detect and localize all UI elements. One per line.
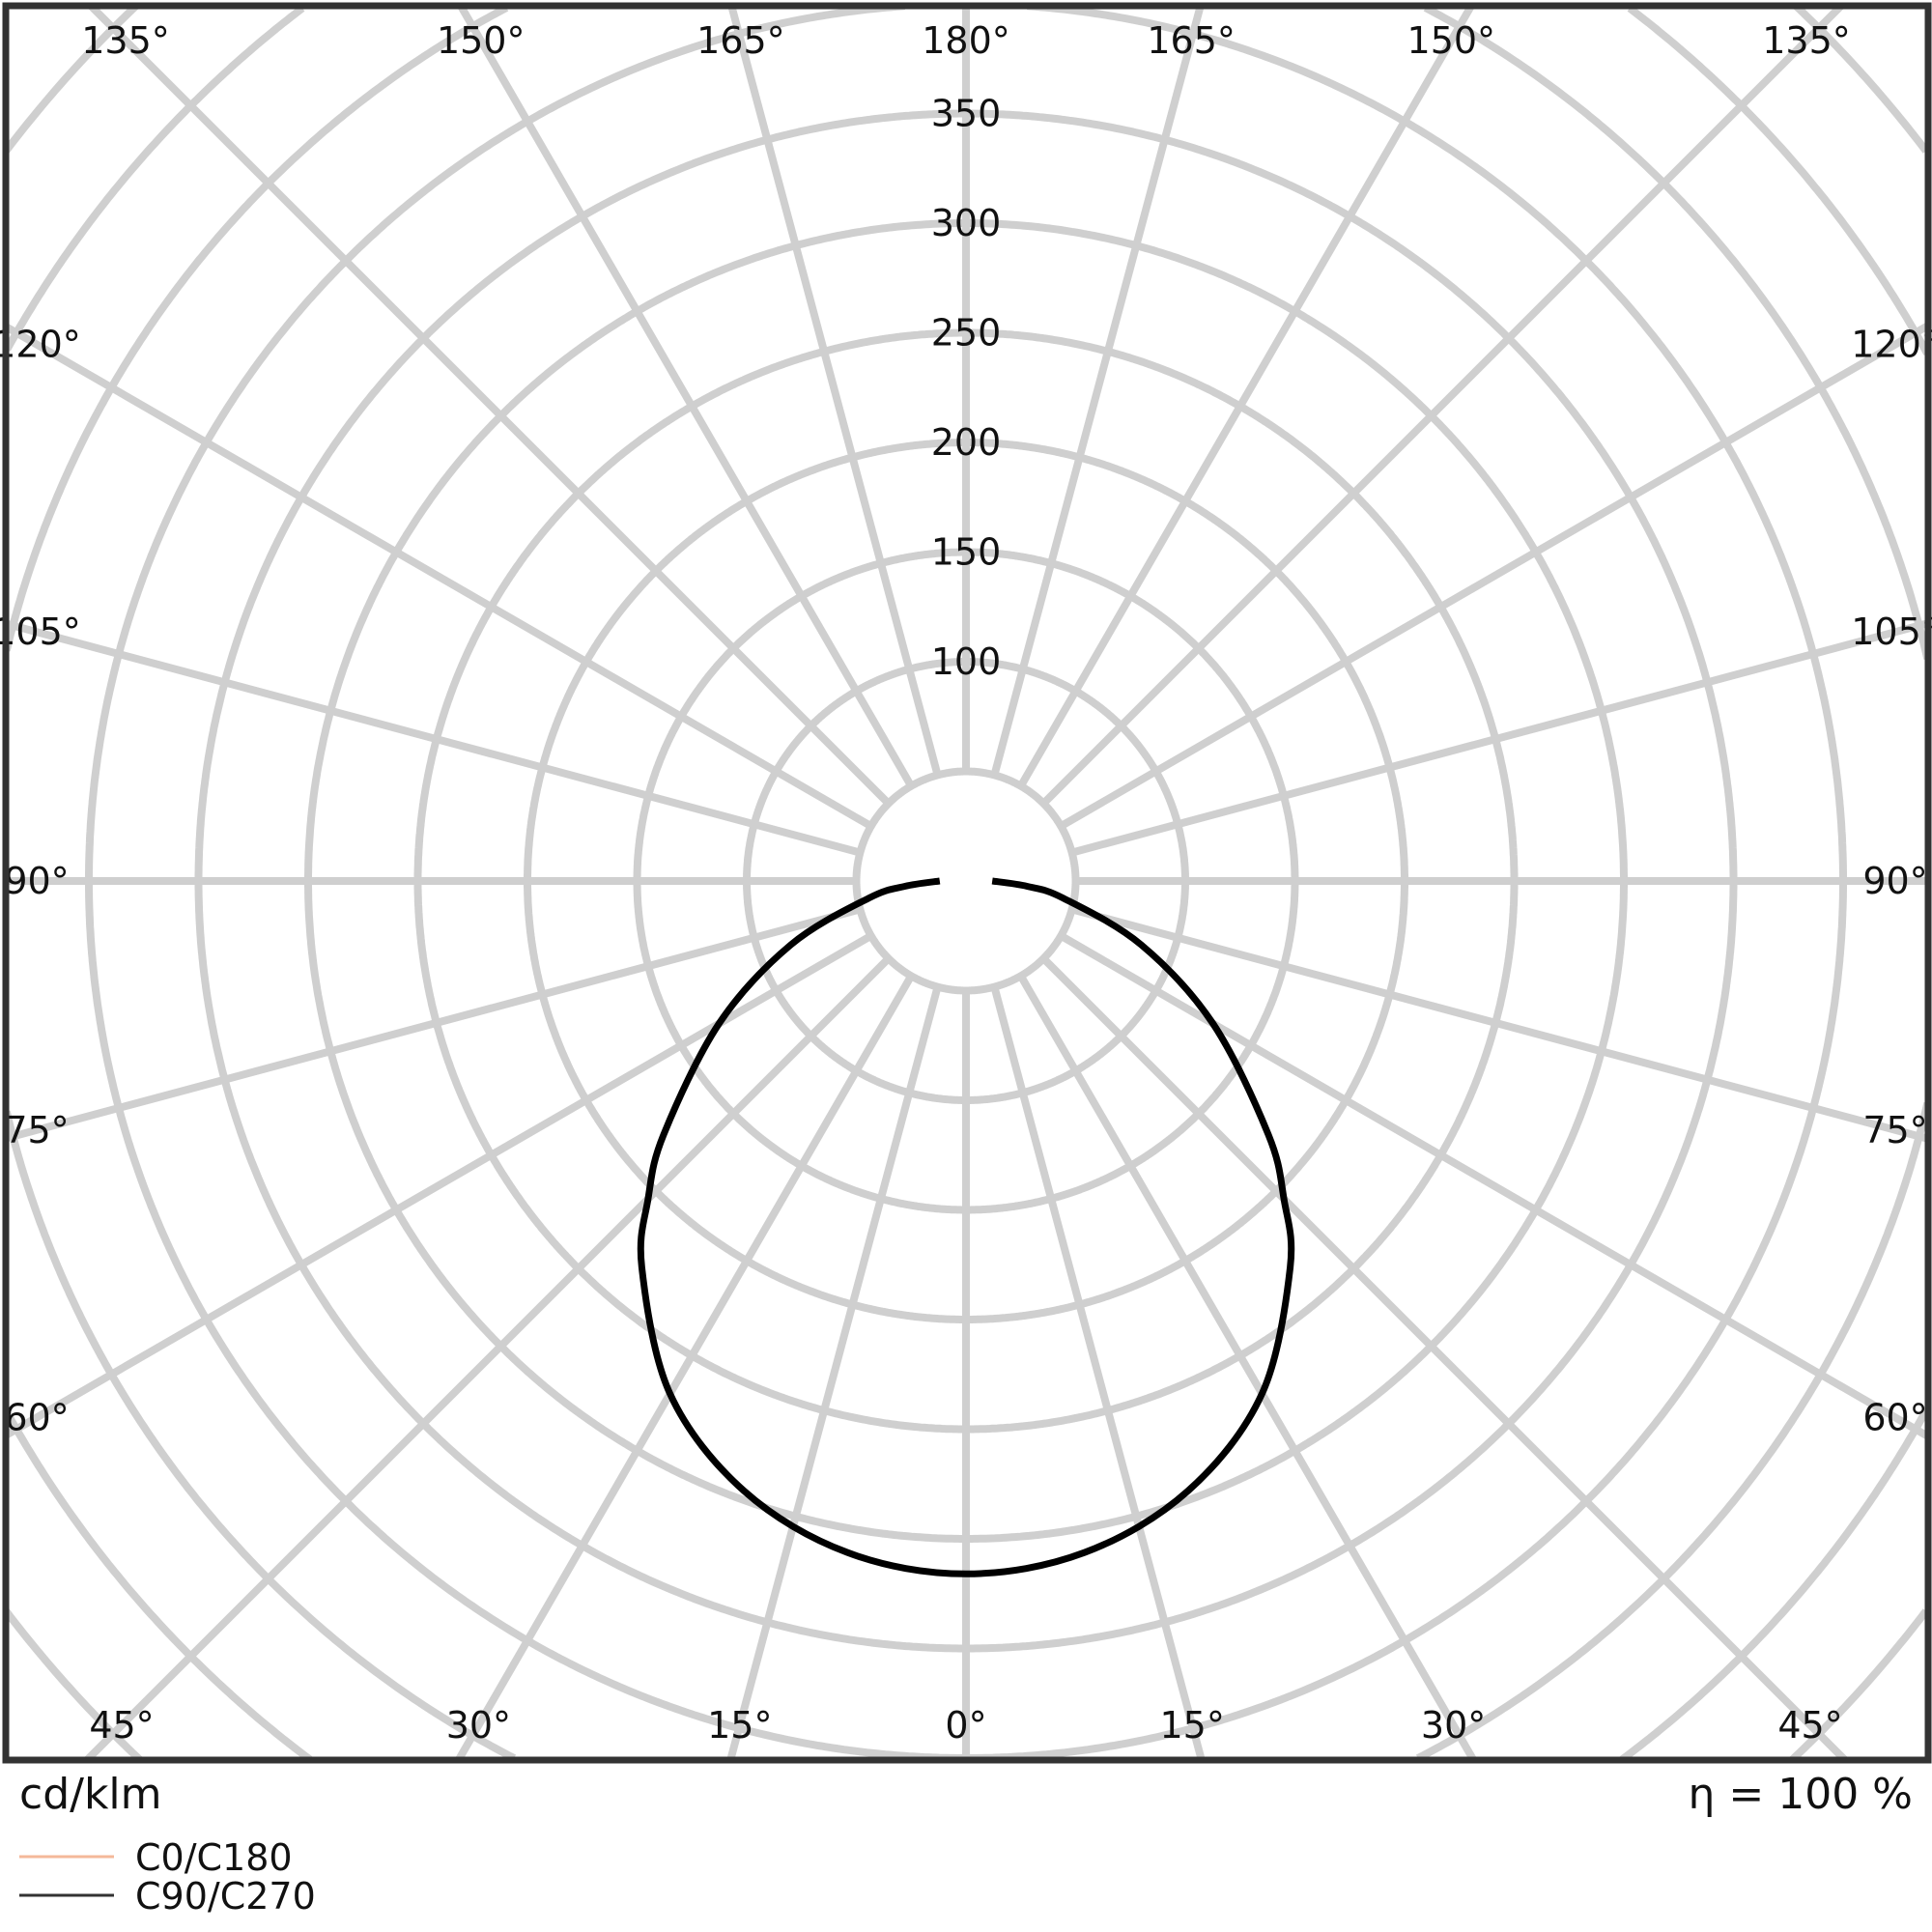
- grid-ray-165: [990, 6, 1205, 777]
- plot-frame: [2, 2, 1932, 1764]
- grid-ray-330: [455, 974, 915, 1760]
- angle-label-bottom: 45°: [89, 1704, 154, 1747]
- grid-ray-210: [457, 6, 915, 788]
- grid-ray-135: [1040, 6, 1844, 807]
- grid-ray-255: [6, 619, 862, 857]
- angle-label-top: 165°: [1147, 19, 1236, 62]
- grid-ray-195: [727, 6, 942, 777]
- curve-c90-c270: [637, 877, 1295, 1577]
- angle-label-bottom: 15°: [707, 1704, 772, 1747]
- grid-ray-120: [1059, 322, 1928, 830]
- unit-label: cd/klm: [19, 1770, 162, 1819]
- legend: C0/C180 C90/C270: [19, 1836, 316, 1918]
- curves: [637, 877, 1295, 1577]
- angle-label-top: 135°: [1762, 19, 1851, 62]
- grid-ray-15: [990, 985, 1206, 1760]
- grid-ray-30: [1017, 974, 1477, 1760]
- angle-label-bottom: 30°: [1421, 1704, 1486, 1747]
- grid-ray-285: [6, 905, 862, 1143]
- angle-label-right: 60°: [1862, 1396, 1927, 1438]
- grid-ray-150: [1017, 6, 1475, 788]
- radial-tick-label: 250: [931, 312, 1002, 355]
- legend-label-c90-c270: C90/C270: [135, 1875, 316, 1918]
- grid-ray-345: [726, 985, 942, 1760]
- grid-ring-450: [6, 6, 1928, 1760]
- angle-label-bottom: 0°: [945, 1704, 986, 1747]
- angle-label-top: 150°: [1407, 19, 1496, 62]
- grid-ray-225: [88, 6, 892, 807]
- grid-ring-50: [852, 767, 1080, 995]
- polar-grid: [6, 6, 1928, 1760]
- angle-label-bottom: 30°: [446, 1704, 511, 1747]
- grid-ring-550: [6, 6, 1928, 1760]
- grid-ray-75: [1070, 905, 1928, 1143]
- angle-label-left: 90°: [4, 860, 69, 902]
- angle-label-left: 120°: [0, 324, 81, 366]
- angle-label-right: 75°: [1862, 1109, 1927, 1151]
- legend-label-c0-c180: C0/C180: [135, 1836, 293, 1879]
- grid-ray-240: [6, 323, 873, 830]
- radial-tick-label: 350: [931, 93, 1002, 135]
- angle-label-left: 75°: [4, 1109, 69, 1151]
- angle-label-top: 165°: [696, 19, 785, 62]
- efficiency-label: η = 100 %: [1688, 1770, 1913, 1819]
- angle-label-right: 120°: [1851, 324, 1932, 366]
- radial-tick-label: 100: [931, 640, 1002, 683]
- radial-tick-label: 150: [931, 531, 1002, 574]
- angle-label-left: 60°: [4, 1396, 69, 1438]
- grid-ray-300: [6, 932, 873, 1439]
- axis-labels: 100 150 200 250 300 350 45° 135° 30° 150° 15° 165° 0…: [0, 19, 1932, 1747]
- angle-label-top: 150°: [437, 19, 526, 62]
- angle-label-bottom: 45°: [1777, 1704, 1842, 1747]
- angle-label-top: 180°: [922, 19, 1010, 62]
- grid-ring-500: [6, 6, 1928, 1760]
- grid-ring-400: [85, 6, 1847, 1760]
- grid-ray-105: [1070, 619, 1928, 857]
- grid-ray-315: [84, 955, 892, 1760]
- radial-tick-label: 300: [931, 202, 1002, 244]
- grid-ray-45: [1040, 955, 1848, 1760]
- radial-tick-label: 200: [931, 421, 1002, 464]
- grid-ray-60: [1059, 932, 1928, 1440]
- angle-label-right: 90°: [1862, 860, 1927, 902]
- angle-label-left: 105°: [0, 611, 81, 653]
- angle-label-bottom: 15°: [1160, 1704, 1225, 1747]
- angle-label-top: 135°: [81, 19, 170, 62]
- angle-label-right: 105°: [1851, 611, 1932, 653]
